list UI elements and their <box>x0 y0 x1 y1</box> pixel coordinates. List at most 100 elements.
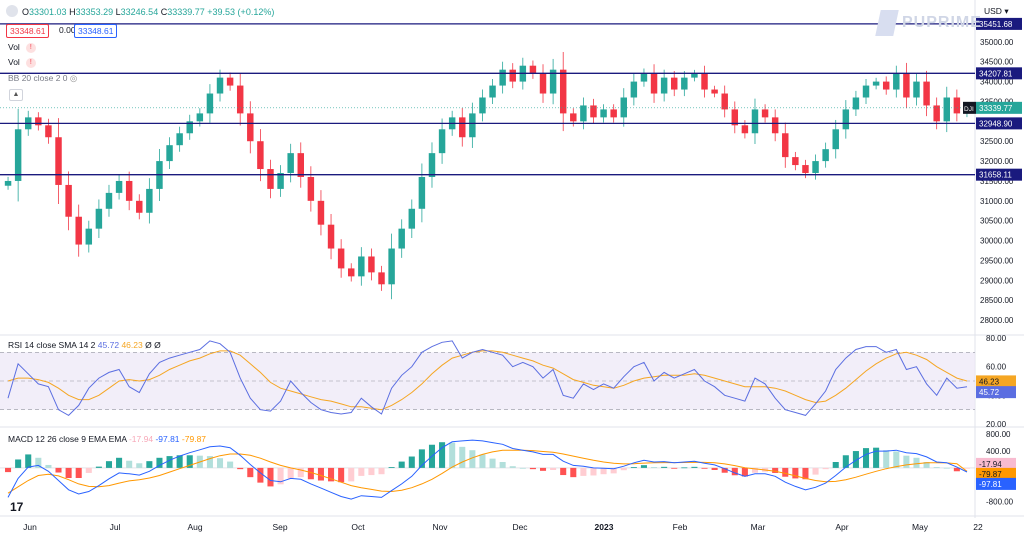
candle-body <box>782 133 789 158</box>
macd-histogram-bar <box>630 467 637 468</box>
last-price-label: 33339.77 <box>979 104 1013 113</box>
candle-body <box>701 73 708 90</box>
price-axis-tick-label: 34500.00 <box>980 58 1014 67</box>
macd-signal-line <box>7 449 968 494</box>
macd-histogram-bar <box>661 466 668 468</box>
macd-histogram-bar <box>75 467 82 478</box>
macd-histogram-bar <box>701 467 708 469</box>
level-price-label: 35451.68 <box>979 20 1013 29</box>
candle-body <box>368 256 375 273</box>
macd-histogram-bar <box>449 442 456 468</box>
candle-body <box>812 161 819 174</box>
candle-body <box>115 180 123 193</box>
candle-body <box>539 73 547 94</box>
candle-body <box>862 85 870 98</box>
macd-histogram-bar <box>25 454 32 468</box>
macd-histogram-bar <box>418 449 425 468</box>
rsi-sma-value: 46.23 <box>121 340 143 350</box>
sell-button[interactable]: 33348.61 <box>6 24 50 38</box>
candle-body <box>923 81 930 106</box>
time-axis-tick-label: Oct <box>351 522 365 532</box>
candle-body <box>388 248 395 285</box>
macd-histogram-bar <box>85 467 92 473</box>
legend-vol-1[interactable]: Vol! <box>8 42 36 53</box>
candle-body <box>136 200 143 213</box>
macd-histogram-bar <box>731 467 738 476</box>
candle-body <box>610 109 617 118</box>
candle-body <box>711 89 718 94</box>
macd-histogram-bar <box>408 456 415 468</box>
candle-body <box>640 73 648 82</box>
macd-histogram-bar <box>348 467 355 482</box>
macd-value-label-bg <box>976 457 1016 470</box>
candle-body <box>600 109 607 118</box>
macd-hist-value: -17.94 <box>128 434 154 444</box>
time-axis-tick-label: Nov <box>432 522 448 532</box>
open-value: 33301.03 <box>29 7 67 17</box>
time-axis-tick-label: Aug <box>187 522 202 532</box>
macd-histogram-bar <box>338 467 345 483</box>
legend-vol-2[interactable]: Vol! <box>8 57 36 68</box>
candle-body <box>398 228 405 249</box>
macd-histogram-bar <box>550 467 557 470</box>
candle-body <box>125 180 133 201</box>
level-price-label: 31658.11 <box>979 171 1012 180</box>
tradingview-logo-icon[interactable]: 17 <box>10 500 24 514</box>
macd-legend[interactable]: MACD 12 26 close 9 EMA EMA -17.94 -97.81… <box>8 434 206 444</box>
candle-body <box>913 81 920 98</box>
candle-body <box>459 117 466 138</box>
macd-histogram-bar <box>691 466 698 468</box>
level-price-label-bg <box>976 168 1022 181</box>
macd-histogram-bar <box>721 467 728 473</box>
candle-body <box>257 141 264 170</box>
macd-histogram-bar <box>893 451 900 468</box>
candle-body <box>681 77 688 90</box>
rsi-value: 45.72 <box>97 340 120 350</box>
candle-body <box>438 129 446 154</box>
macd-histogram-bar <box>903 455 910 468</box>
macd-histogram-bar <box>227 461 234 468</box>
macd-histogram-bar <box>590 467 597 476</box>
candle-body <box>479 97 486 114</box>
macd-histogram-bar <box>287 467 294 479</box>
level-price-label-bg <box>976 117 1022 130</box>
candle-body <box>529 65 537 74</box>
macd-histogram-bar <box>307 467 314 480</box>
macd-histogram-bar <box>862 448 870 468</box>
macd-histogram-bar <box>933 467 940 468</box>
macd-histogram-bar <box>741 467 748 477</box>
collapse-legend-button[interactable]: ▲ <box>9 89 23 101</box>
macd-histogram-bar <box>822 467 829 470</box>
buy-button[interactable]: 33348.61 <box>74 24 118 38</box>
candle-body <box>196 113 204 122</box>
macd-histogram-bar <box>105 461 113 468</box>
macd-value: -97.81 <box>155 434 180 444</box>
time-axis-tick-label: May <box>912 522 929 532</box>
macd-value-label-bg <box>976 467 1016 480</box>
candle-body <box>307 176 315 201</box>
time-axis-tick-label: 22 <box>973 522 983 532</box>
level-price-label-bg <box>976 17 1022 30</box>
price-axis-tick-label: 35000.00 <box>980 38 1014 47</box>
macd-histogram-bar <box>873 447 880 468</box>
candle-body <box>650 73 658 94</box>
macd-histogram-bar <box>479 454 486 468</box>
symbol-menu-icon[interactable] <box>6 5 18 17</box>
alert-icon: ! <box>25 42 36 53</box>
candle-body <box>95 208 103 229</box>
macd-histogram-bar <box>176 455 183 468</box>
legend-bb[interactable]: BB 20 close 2 0 ◎ <box>8 73 78 83</box>
macd-histogram-bar <box>116 457 123 468</box>
currency-selector[interactable]: USD ▾ <box>984 6 1009 16</box>
macd-histogram-bar <box>45 464 52 468</box>
candle-body <box>771 117 779 134</box>
candle-body <box>146 188 153 213</box>
macd-histogram-bar <box>640 465 647 468</box>
candle-body <box>4 180 12 186</box>
macd-histogram-bar <box>560 467 567 476</box>
rsi-legend[interactable]: RSI 14 close SMA 14 2 45.72 46.23 Ø Ø <box>8 340 161 350</box>
macd-histogram-bar <box>388 467 395 468</box>
macd-histogram-bar <box>923 462 930 468</box>
alert-icon: ! <box>25 57 36 68</box>
